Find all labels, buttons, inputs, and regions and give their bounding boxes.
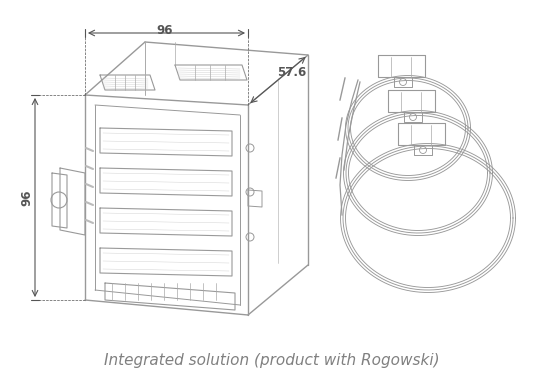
Text: 96: 96 xyxy=(157,24,173,36)
Text: 57.6: 57.6 xyxy=(277,66,307,78)
Text: Integrated solution (product with Rogowski): Integrated solution (product with Rogows… xyxy=(104,353,440,367)
Text: 96: 96 xyxy=(21,190,34,206)
